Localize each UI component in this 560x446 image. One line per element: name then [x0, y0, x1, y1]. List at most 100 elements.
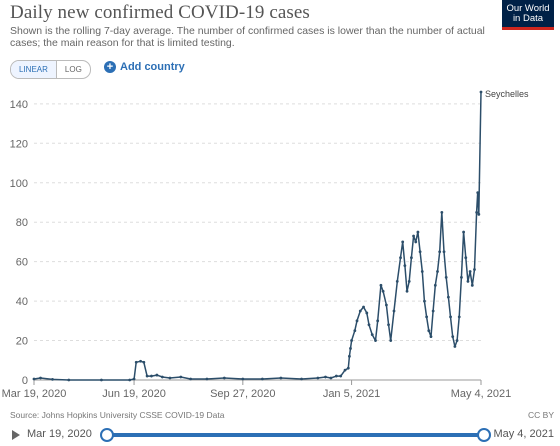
timeline-track[interactable] [106, 433, 482, 437]
data-point [451, 335, 455, 339]
data-point [279, 376, 283, 380]
data-point [376, 319, 380, 323]
y-tick-label: 40 [16, 296, 28, 308]
y-tick-label: 80 [16, 217, 28, 229]
data-point [444, 276, 448, 279]
data-point [475, 210, 479, 214]
timeline-end-label: May 4, 2021 [493, 428, 554, 440]
data-point [403, 264, 407, 267]
y-tick-label: 20 [16, 336, 28, 348]
data-point [355, 319, 359, 323]
data-point [134, 360, 138, 364]
series-line [33, 91, 482, 381]
data-point [168, 376, 172, 380]
data-point [205, 377, 209, 381]
data-point [429, 335, 433, 339]
data-point [476, 191, 480, 195]
data-point [416, 230, 420, 234]
data-point [100, 378, 103, 382]
data-point [414, 240, 418, 244]
data-point [189, 377, 193, 381]
data-point [466, 279, 470, 283]
data-point [67, 378, 71, 382]
data-point [32, 377, 36, 381]
data-point [384, 303, 388, 307]
data-point [477, 212, 481, 216]
data-point [365, 311, 369, 315]
data-point [128, 378, 132, 382]
data-point [470, 283, 474, 287]
y-tick-label: 60 [16, 257, 28, 269]
data-point [381, 289, 385, 293]
data-point [160, 375, 164, 379]
timeline: Mar 19, 2020 May 4, 2021 [0, 426, 560, 444]
data-point [339, 374, 343, 378]
data-point [399, 256, 402, 260]
data-point [179, 375, 183, 379]
data-point [423, 299, 426, 303]
data-point [409, 256, 413, 260]
chart-title: Daily new confirmed COVID-19 cases [10, 2, 310, 23]
license-link[interactable]: CC BY [528, 410, 554, 420]
data-point [51, 378, 54, 381]
owid-logo[interactable]: Our World in Data [502, 0, 554, 30]
data-point [329, 376, 333, 380]
data-point [431, 309, 435, 313]
data-point [367, 323, 371, 327]
data-point [300, 377, 303, 381]
x-tick-label: Jun 19, 2020 [102, 388, 166, 400]
data-point [462, 230, 465, 234]
log-scale-button[interactable]: LOG [64, 65, 82, 74]
x-tick-label: Sep 27, 2020 [210, 388, 275, 400]
add-country-label: Add country [120, 61, 185, 73]
data-point [455, 339, 459, 342]
data-point [433, 283, 437, 287]
data-point [142, 360, 146, 364]
data-point [316, 376, 320, 380]
data-point [343, 368, 347, 372]
data-point [260, 377, 264, 381]
y-tick-label: 0 [22, 375, 28, 387]
logo-line-1: Our World [506, 3, 550, 14]
y-tick-label: 100 [10, 178, 28, 190]
linear-scale-button[interactable]: LINEAR [11, 61, 57, 78]
data-point [420, 270, 424, 273]
timeline-start-handle[interactable] [100, 428, 114, 442]
x-tick-label: Mar 19, 2020 [2, 388, 67, 400]
data-point [425, 315, 429, 319]
series-label: Seychelles [485, 89, 529, 99]
data-point [353, 329, 357, 333]
data-point [374, 339, 377, 342]
data-point [349, 347, 352, 350]
chart-subtitle: Shown is the rolling 7-day average. The … [10, 25, 485, 49]
scale-toggle: LINEAR LOG [10, 60, 91, 79]
data-point [358, 309, 362, 313]
y-tick-label: 120 [10, 138, 28, 150]
data-point [39, 376, 42, 380]
play-icon[interactable] [12, 430, 20, 440]
data-point [436, 270, 439, 273]
data-point [379, 283, 383, 287]
data-point [449, 315, 452, 319]
source-note[interactable]: Source: Johns Hopkins University CSSE CO… [10, 410, 225, 420]
data-point [145, 374, 149, 378]
data-point [346, 366, 350, 370]
data-point [438, 250, 442, 254]
data-point [412, 234, 415, 238]
data-point [362, 305, 365, 309]
timeline-start-label: Mar 19, 2020 [27, 428, 92, 440]
data-point [222, 376, 226, 380]
x-tick-label: Jan 5, 2021 [323, 388, 381, 400]
data-point [418, 250, 422, 254]
data-point [324, 375, 327, 379]
data-point [387, 323, 390, 327]
timeline-end-handle[interactable] [477, 428, 491, 442]
data-point [401, 240, 405, 244]
data-point [460, 276, 463, 279]
plus-circle-icon: + [104, 61, 116, 73]
add-country-button[interactable]: + Add country [104, 61, 185, 73]
data-point [389, 339, 393, 342]
data-point [446, 295, 450, 299]
data-point [334, 374, 338, 378]
line-chart: 0 20 40 60 80 100 120 140 Mar 19, 2020 Jun 19, 20… [2, 89, 529, 400]
